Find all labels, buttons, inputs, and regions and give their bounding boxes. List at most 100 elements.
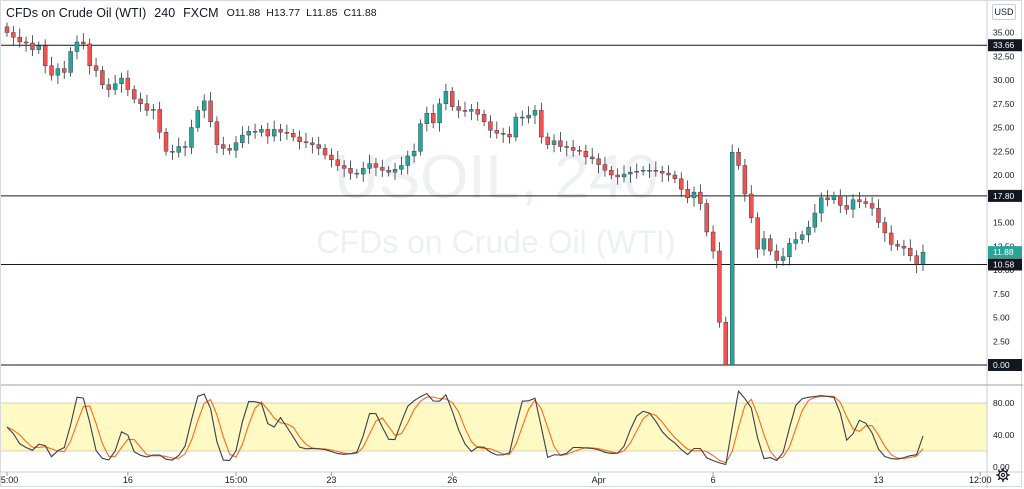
candle-body <box>252 131 258 133</box>
candle-body <box>736 151 741 166</box>
interval-label[interactable]: 240 <box>154 6 176 20</box>
candle-body <box>399 165 404 170</box>
candle-body <box>367 163 372 169</box>
price-tick-label: 5.00 <box>993 313 1010 323</box>
candle-body <box>411 151 417 157</box>
candle-body <box>163 132 169 152</box>
candle-body <box>621 173 627 178</box>
time-tick-label: 16 <box>123 475 133 485</box>
candle-body <box>456 106 461 111</box>
high-value: H13.77 <box>266 7 301 19</box>
candle-body <box>329 154 334 161</box>
candle-body <box>844 205 849 210</box>
candle-body <box>799 234 805 240</box>
candle-body <box>151 109 156 111</box>
candle-body <box>284 132 290 134</box>
candle-body <box>520 116 525 119</box>
open-value: O11.88 <box>226 7 261 19</box>
legend-header[interactable]: CFDs on Crude Oil (WTI) 240 FXCM O11.88 … <box>6 5 383 21</box>
candle-body <box>303 141 309 143</box>
candle-body <box>23 41 29 44</box>
candle-body <box>341 165 347 169</box>
oscillator-tick-label: 0.00 <box>993 462 1010 472</box>
price-tick-label: 7.50 <box>993 289 1010 299</box>
price-tick-label: 20.00 <box>993 170 1015 180</box>
candle-body <box>895 244 900 247</box>
oscillator-tick-label: 40.00 <box>993 430 1015 440</box>
time-tick-label: 15:00 <box>1 475 18 485</box>
candle-body <box>653 170 659 172</box>
stochastic-oscillator <box>6 389 924 466</box>
candle-body <box>806 227 811 236</box>
candle-body <box>240 134 245 143</box>
candle-body <box>761 238 767 250</box>
candle-body <box>271 129 277 137</box>
candle-body <box>869 203 875 209</box>
candle-body <box>214 121 220 145</box>
candle-body <box>500 132 506 135</box>
price-tick-label: 2.50 <box>993 336 1010 346</box>
settings-gear-icon[interactable] <box>993 466 1013 484</box>
candle-body <box>570 147 576 151</box>
candle-body <box>717 250 722 323</box>
candle-body <box>863 201 868 204</box>
candle-body <box>647 170 652 172</box>
line-price-label: 10.58 <box>993 259 1015 269</box>
candle-body <box>857 199 862 202</box>
exchange-label: FXCM <box>183 6 219 20</box>
line-price-label: 17.80 <box>993 191 1015 201</box>
candle-body <box>793 239 798 244</box>
candle-body <box>233 142 239 151</box>
candle-body <box>577 150 582 152</box>
candle-body <box>876 208 881 223</box>
candle-body <box>679 178 684 190</box>
candle-body <box>430 113 436 123</box>
candle-body <box>901 246 907 249</box>
price-tick-label: 30.00 <box>993 75 1015 85</box>
candle-body <box>507 133 512 138</box>
candle-body <box>908 247 913 256</box>
last-price-label: 11.88 <box>993 247 1014 257</box>
candle-body <box>780 256 786 261</box>
candle-body <box>590 156 595 160</box>
price-tick-label: 22.50 <box>993 146 1015 156</box>
candle-body <box>475 109 480 115</box>
candle-body <box>49 65 54 76</box>
candle-body <box>386 170 391 173</box>
currency-button[interactable]: USD <box>992 4 1016 20</box>
symbol-watermark: USOIL, 240 CFDs on Crude Oil (WTI) <box>316 143 675 260</box>
candle-body <box>812 212 818 228</box>
candle-body <box>838 195 843 206</box>
candle-body <box>488 121 493 131</box>
candle-body <box>259 129 264 133</box>
symbol-name[interactable]: CFDs on Crude Oil (WTI) <box>6 6 147 20</box>
watermark-description: CFDs on Crude Oil (WTI) <box>316 224 675 260</box>
candle-body <box>81 41 86 45</box>
candle-body <box>392 169 398 173</box>
line-price-badge <box>988 189 1022 202</box>
candle-body <box>112 83 118 90</box>
candle-body <box>749 193 754 218</box>
candle-body <box>418 123 423 152</box>
price-axis[interactable]: 35.00 32.50 30.00 27.50 25.00 22.50 20.00 15.00… <box>988 28 1022 473</box>
candle-body <box>87 43 92 66</box>
horizontal-lines[interactable] <box>1 44 987 366</box>
candle-body <box>157 109 162 133</box>
oscillator-tick-label: 80.00 <box>993 398 1015 408</box>
candle-body <box>93 65 99 71</box>
candle-body <box>526 114 531 119</box>
candle-body <box>462 110 468 112</box>
candle-body <box>55 68 61 76</box>
candle-body <box>634 170 639 173</box>
oscillator-overbought-band <box>1 403 987 451</box>
candle-body <box>189 127 194 148</box>
candle-body <box>17 37 22 43</box>
candle-body <box>659 170 665 174</box>
candle-body <box>62 68 67 73</box>
line-price-label: 33.66 <box>993 40 1015 50</box>
candle-body <box>914 255 919 265</box>
candle-body <box>36 45 42 50</box>
candle-body <box>768 238 773 252</box>
